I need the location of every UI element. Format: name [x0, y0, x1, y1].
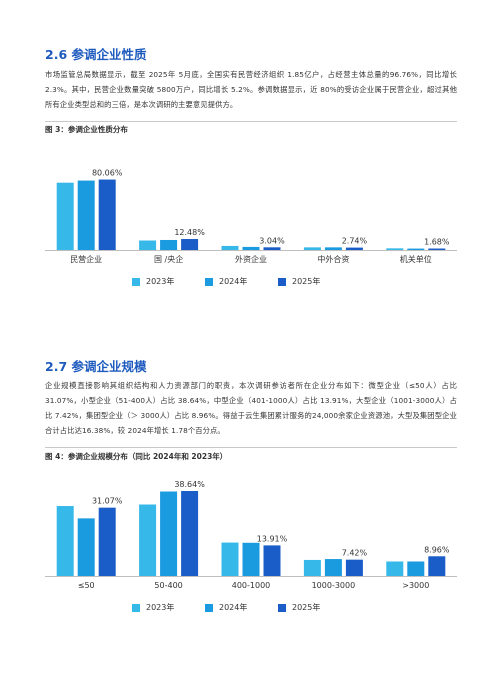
bar: [324, 559, 342, 576]
tick-label: 1000-3000: [312, 581, 356, 590]
bar: [303, 247, 321, 250]
bar: [181, 239, 199, 250]
bar: [98, 179, 116, 250]
bar: [428, 556, 446, 576]
bar: [139, 504, 157, 576]
bar: [56, 182, 74, 250]
legend-label: 2024年: [219, 603, 248, 612]
data-label: 80.06%: [92, 169, 123, 178]
legend-swatch: [278, 277, 286, 286]
bar: [263, 247, 281, 250]
tick-label: 50-400: [154, 581, 182, 590]
legend-label: 2023年: [146, 603, 175, 612]
section-heading: 2.6 参调企业性质: [45, 47, 147, 62]
tick-label: ≤50: [78, 581, 95, 590]
bar-chart-enterprise-type: 80.06% 民营企业 12.48% 国 /央企 3.04% 外资企业 2.74% 中外合资 1…: [45, 169, 457, 264]
legend-swatch: [205, 603, 213, 612]
section-paragraph: 企业规模直接影响其组织结构和人力资源部门的职责，本次调研参访者所在企业分布如下：…: [45, 381, 457, 435]
legend-item: 2023年: [132, 602, 205, 613]
legend-swatch: [132, 277, 140, 286]
bar: [428, 248, 446, 250]
bar: [77, 518, 95, 576]
bar: [263, 545, 281, 576]
chart-legend: 2023年 2024年 2025年: [132, 276, 351, 287]
section-paragraph: 市场监管总局数据显示，截至 2025年 5月底，全国实有民营经济组织 1.85亿…: [45, 70, 457, 109]
data-label: 1.68%: [424, 238, 450, 247]
bar: [221, 245, 239, 250]
bar: [242, 246, 260, 250]
figure-title: 图 4：参调企业规模分布（同比 2024年和 2023年）: [45, 452, 228, 461]
data-label: 12.48%: [174, 228, 205, 237]
legend-swatch: [205, 277, 213, 286]
bar: [56, 506, 74, 576]
data-label: 8.96%: [424, 545, 450, 554]
data-label: 13.91%: [257, 534, 288, 543]
tick-label: 机关单位: [400, 254, 432, 264]
tick-label: 国 /央企: [154, 254, 183, 264]
bar: [324, 247, 342, 250]
bar: [303, 559, 321, 576]
bar: [386, 248, 404, 250]
legend-item: 2025年: [278, 602, 351, 613]
bar: [160, 239, 178, 250]
data-label: 3.04%: [259, 236, 285, 245]
legend-item: 2025年: [278, 276, 351, 287]
bar: [242, 542, 260, 576]
divider: [45, 121, 457, 122]
tick-label: >3000: [402, 581, 429, 590]
bar: [345, 559, 363, 576]
data-label: 38.64%: [174, 480, 205, 489]
legend-label: 2025年: [292, 277, 321, 286]
legend-item: 2024年: [205, 276, 278, 287]
legend-swatch: [278, 603, 286, 612]
bar: [77, 180, 95, 250]
chart-legend: 2023年 2024年 2025年: [132, 602, 351, 613]
data-label: 2.74%: [342, 237, 368, 246]
legend-swatch: [132, 603, 140, 612]
bar-chart-enterprise-size: 31.07% ≤50 38.64% 50-400 13.91% 400-1000 7.42%…: [45, 480, 457, 590]
data-label: 7.42%: [342, 549, 368, 558]
legend-label: 2025年: [292, 603, 321, 612]
legend-label: 2023年: [146, 277, 175, 286]
tick-label: 中外合资: [317, 254, 349, 264]
tick-label: 外资企业: [235, 254, 267, 264]
bar: [98, 507, 116, 576]
tick-label: 民营企业: [70, 254, 102, 264]
divider: [45, 447, 457, 448]
bar: [221, 542, 239, 576]
figure-title: 图 3：参调企业性质分布: [45, 125, 128, 134]
bar: [160, 491, 178, 576]
bar: [181, 490, 199, 576]
legend-item: 2023年: [132, 276, 205, 287]
bar: [345, 247, 363, 250]
bar: [407, 248, 425, 250]
legend-label: 2024年: [219, 277, 248, 286]
bar: [139, 240, 157, 250]
legend-item: 2024年: [205, 602, 278, 613]
tick-label: 400-1000: [232, 581, 271, 590]
data-label: 31.07%: [92, 497, 123, 506]
section-heading: 2.7 参调企业规模: [45, 359, 147, 374]
bar: [407, 561, 425, 576]
bar: [386, 561, 404, 576]
